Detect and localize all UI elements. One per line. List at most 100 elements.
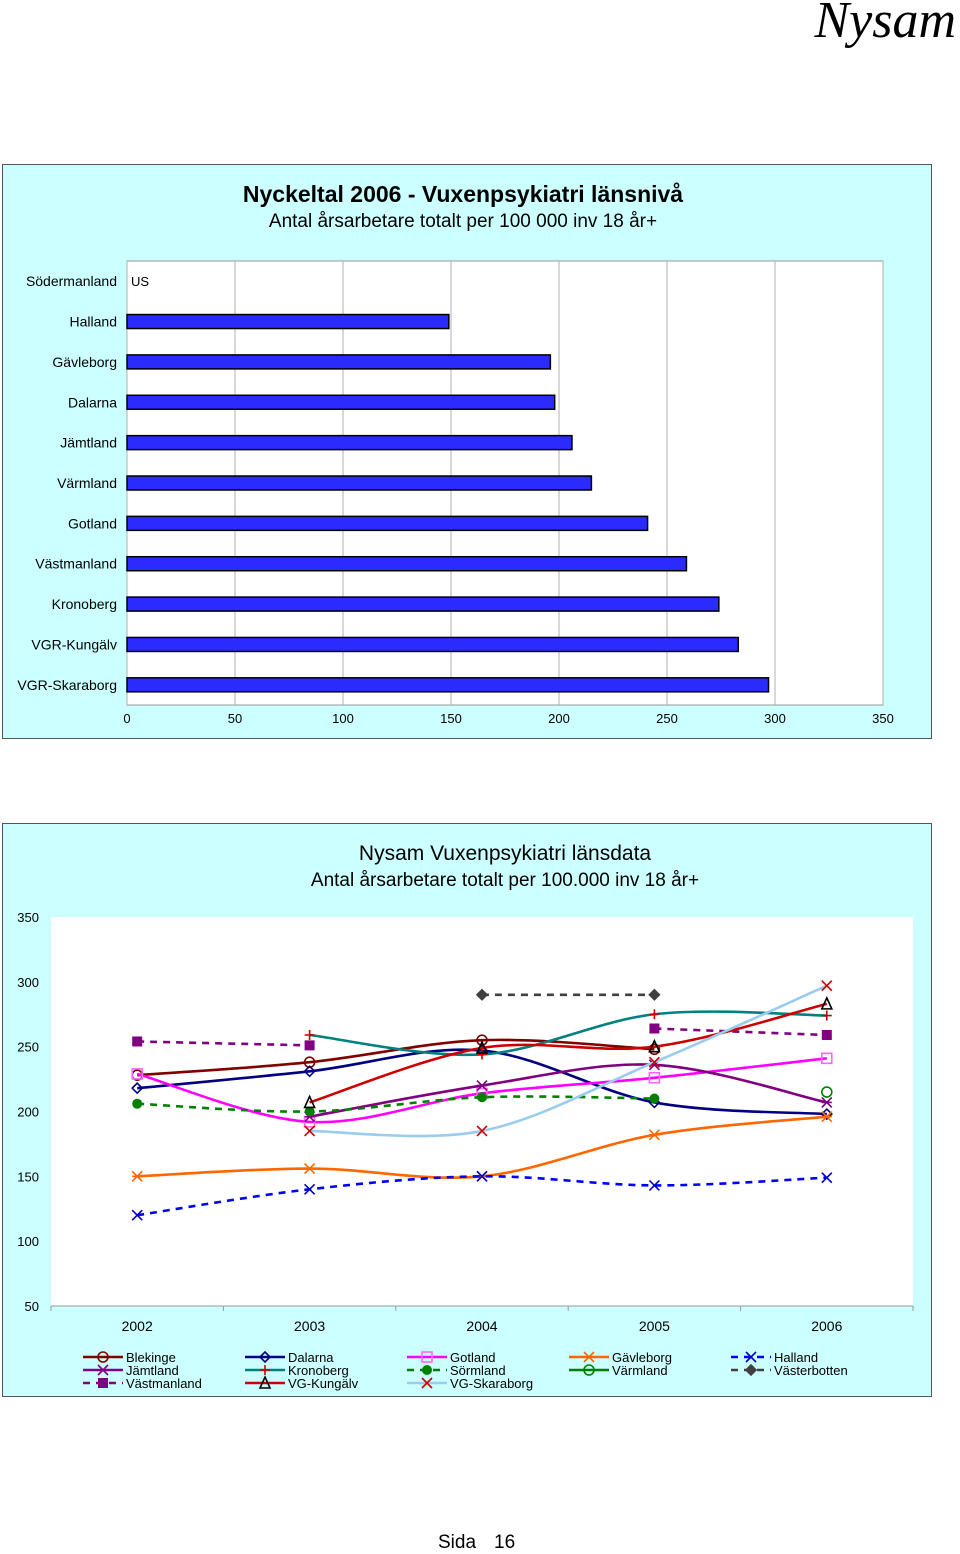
- data-point: [131, 1209, 143, 1221]
- data-point: [821, 1096, 833, 1108]
- legend-label: Kronoberg: [288, 1363, 349, 1378]
- bar: [126, 475, 593, 491]
- data-point: [304, 1125, 316, 1137]
- x-tick-label: 250: [656, 711, 678, 726]
- data-point: [422, 1365, 432, 1375]
- y-tick-label: 300: [17, 975, 39, 990]
- bar: [126, 313, 450, 330]
- data-point: [97, 1364, 109, 1376]
- line-chart-title: Nysam Vuxenpsykiatri länsdata: [358, 842, 652, 865]
- bar-annotation: US: [131, 274, 149, 289]
- data-point: [821, 1010, 832, 1021]
- bar: [126, 434, 573, 451]
- x-tick-label: 2004: [466, 1318, 497, 1334]
- data-point: [821, 1111, 833, 1123]
- data-point: [477, 1092, 487, 1103]
- data-point: [821, 980, 833, 992]
- bar-chart-title: Nyckeltal 2006 - Vuxenpsykiatri länsnivå: [242, 181, 684, 207]
- line-chart-subtitle: Antal årsarbetare totalt per 100.000 inv…: [310, 870, 700, 891]
- category-label: Jämtland: [60, 435, 117, 451]
- page-footer: Sida 16: [438, 1532, 533, 1554]
- category-label: Halland: [70, 314, 117, 330]
- bar-chart-panel: Nyckeltal 2006 - Vuxenpsykiatri länsnivå…: [2, 164, 932, 739]
- data-point: [745, 1351, 757, 1363]
- x-tick-label: 350: [872, 711, 894, 726]
- bar-chart: 0 50 100 150 200 250 300 350 Södermanland US Halla…: [17, 260, 894, 726]
- category-label: Gotland: [68, 515, 117, 531]
- data-point: [648, 1129, 660, 1141]
- category-label: Gävleborg: [52, 354, 117, 370]
- data-point: [132, 1098, 143, 1109]
- legend-label: Värmland: [612, 1363, 668, 1378]
- x-tick-label: 0: [123, 711, 130, 726]
- x-tick-label: 2006: [811, 1318, 842, 1334]
- legend-label: Västerbotten: [774, 1363, 848, 1378]
- legend-label: Dalarna: [288, 1350, 334, 1365]
- y-tick-label: 350: [17, 910, 39, 925]
- data-point: [304, 1162, 316, 1175]
- bar: [126, 354, 552, 370]
- category-label: Södermanland: [26, 273, 117, 289]
- data-point: [131, 1082, 144, 1095]
- brand-heading: Nysam: [814, 0, 956, 49]
- data-point: [477, 1049, 487, 1060]
- bar: [126, 555, 688, 572]
- data-point: [304, 1040, 315, 1051]
- bar: [126, 677, 770, 693]
- x-tick-label: 50: [228, 711, 242, 726]
- page-number: 16: [494, 1532, 516, 1553]
- data-point: [98, 1378, 108, 1388]
- data-point: [421, 1377, 433, 1389]
- data-point: [820, 995, 834, 1010]
- legend-label: VG-Kungälv: [288, 1376, 359, 1391]
- data-point: [476, 1125, 488, 1137]
- category-label: Värmland: [57, 475, 117, 491]
- data-point: [131, 1170, 143, 1182]
- x-tick-label: 100: [332, 711, 354, 726]
- series-line: [309, 1010, 827, 1057]
- data-point: [303, 1094, 316, 1109]
- series-line: [309, 984, 828, 1138]
- data-point: [649, 1023, 660, 1034]
- data-point: [821, 1029, 832, 1040]
- data-point: [648, 1043, 661, 1056]
- category-label: Kronoberg: [52, 596, 117, 612]
- data-point: [132, 1036, 143, 1047]
- data-point: [583, 1364, 595, 1376]
- data-point: [304, 1029, 315, 1040]
- y-tick-label: 50: [25, 1299, 39, 1314]
- y-tick-label: 200: [17, 1105, 39, 1120]
- series-line: [309, 1002, 828, 1104]
- data-point: [475, 1040, 489, 1054]
- data-point: [820, 1052, 833, 1065]
- data-point: [648, 1071, 661, 1084]
- legend-label: Västmanland: [126, 1376, 202, 1391]
- bar: [126, 596, 720, 612]
- x-tick-label: 2005: [639, 1318, 670, 1334]
- data-point: [649, 1009, 660, 1020]
- legend-label: Halland: [774, 1350, 818, 1365]
- x-tick-label: 300: [764, 711, 786, 726]
- data-point: [821, 1172, 833, 1184]
- data-point: [475, 988, 489, 1001]
- data-point: [648, 1038, 661, 1053]
- data-point: [820, 1086, 833, 1098]
- data-point: [258, 1375, 272, 1389]
- data-point: [304, 1183, 316, 1195]
- line-chart: 2002 2003 2004 2005 2006 350 300 250 200 150 100 50…: [17, 910, 914, 1391]
- legend-label: Sörmland: [450, 1363, 506, 1378]
- legend-label: Gävleborg: [612, 1350, 672, 1365]
- y-tick-label: 250: [17, 1040, 39, 1055]
- y-tick-label: 150: [17, 1169, 39, 1184]
- category-label: VGR-Kungälv: [31, 636, 117, 652]
- x-tick-label: 200: [548, 711, 570, 726]
- footer-label: Sida: [438, 1532, 477, 1553]
- data-point: [583, 1351, 595, 1363]
- category-label: Västmanland: [35, 556, 117, 572]
- data-point: [421, 1351, 433, 1363]
- x-tick-label: 2003: [294, 1318, 325, 1334]
- data-point: [648, 1056, 660, 1068]
- category-label: Dalarna: [68, 394, 117, 410]
- legend-label: VG-Skaraborg: [450, 1376, 533, 1391]
- legend-label: Blekinge: [126, 1350, 176, 1365]
